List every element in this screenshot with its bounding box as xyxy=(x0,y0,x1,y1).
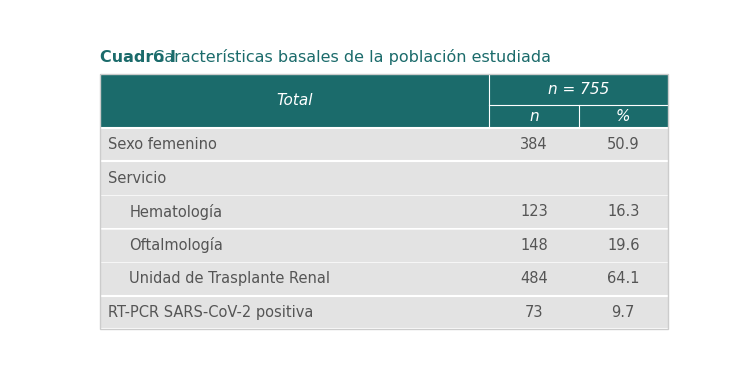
Text: 73: 73 xyxy=(524,305,543,320)
Bar xyxy=(100,161,489,195)
Bar xyxy=(100,128,489,161)
Bar xyxy=(100,74,668,329)
Text: Cuadro I: Cuadro I xyxy=(100,50,176,65)
Bar xyxy=(579,104,668,128)
Bar xyxy=(100,262,489,296)
Text: n: n xyxy=(529,109,539,124)
Text: Servicio: Servicio xyxy=(108,170,166,185)
Bar xyxy=(489,262,668,296)
Text: %: % xyxy=(616,109,631,124)
Text: Unidad de Trasplante Renal: Unidad de Trasplante Renal xyxy=(130,271,330,287)
Text: Hematología: Hematología xyxy=(130,204,222,220)
Text: 16.3: 16.3 xyxy=(607,204,640,219)
Bar xyxy=(100,104,489,128)
Bar xyxy=(100,296,489,329)
Bar xyxy=(100,195,489,228)
Text: 50.9: 50.9 xyxy=(607,137,640,152)
Text: 123: 123 xyxy=(520,204,548,219)
Text: RT-PCR SARS-CoV-2 positiva: RT-PCR SARS-CoV-2 positiva xyxy=(108,305,313,320)
Text: 384: 384 xyxy=(520,137,548,152)
Bar xyxy=(489,104,579,128)
Text: 9.7: 9.7 xyxy=(612,305,635,320)
Text: 19.6: 19.6 xyxy=(607,238,640,253)
Bar xyxy=(489,161,668,195)
Bar xyxy=(100,228,489,262)
Text: n = 755: n = 755 xyxy=(548,82,609,97)
Text: 64.1: 64.1 xyxy=(607,271,640,287)
Bar xyxy=(489,74,668,104)
Text: Sexo femenino: Sexo femenino xyxy=(108,137,216,152)
Text: Total: Total xyxy=(276,93,312,108)
Text: Características basales de la población estudiada: Características basales de la población … xyxy=(148,49,551,65)
Text: Oftalmología: Oftalmología xyxy=(130,237,223,253)
Bar xyxy=(489,128,668,161)
Bar xyxy=(100,74,489,104)
Bar xyxy=(489,195,668,228)
Bar xyxy=(489,296,668,329)
Text: 148: 148 xyxy=(520,238,548,253)
Text: 484: 484 xyxy=(520,271,548,287)
Bar xyxy=(489,228,668,262)
